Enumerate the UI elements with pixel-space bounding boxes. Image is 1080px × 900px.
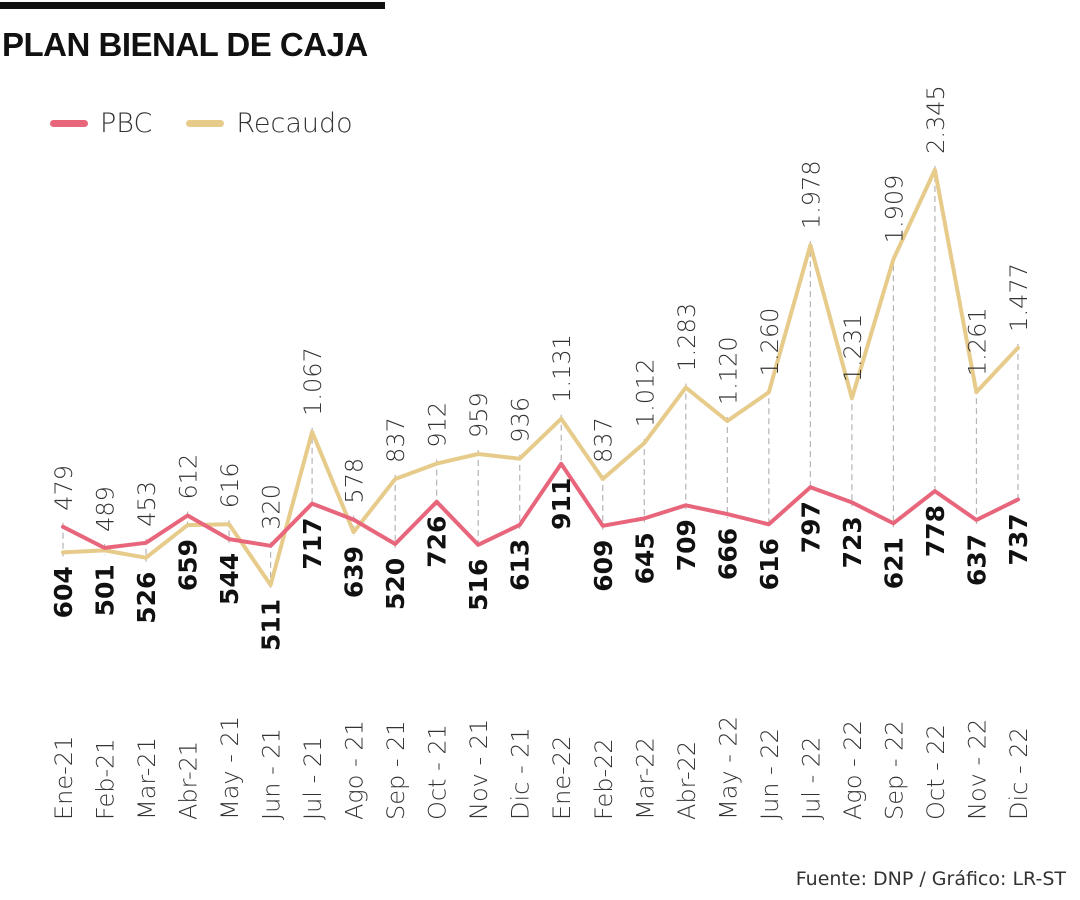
data-label-pbc: 604	[49, 566, 78, 618]
data-label-recaudo: 936	[507, 397, 535, 443]
x-tick-label: Jul - 22	[797, 737, 825, 820]
chart-title: PLAN BIENAL DE CAJA	[2, 26, 368, 63]
x-tick-label: Ene-22	[548, 736, 576, 820]
data-label-pbc: 516	[464, 559, 493, 611]
data-label-recaudo: 1.231	[839, 314, 867, 383]
data-label-recaudo: 1.260	[756, 308, 784, 377]
data-label-recaudo: 1.120	[714, 336, 742, 405]
x-tick-label: Sep - 21	[382, 720, 410, 820]
data-label-recaudo: 2.345	[922, 85, 950, 154]
legend-swatch-pbc	[50, 120, 88, 127]
data-label-pbc: 616	[755, 538, 784, 590]
data-label-recaudo: 1.261	[963, 307, 991, 376]
x-tick-label: Jun - 22	[756, 728, 784, 820]
data-label-recaudo: 912	[424, 402, 452, 448]
series-line-pbc	[61, 461, 1020, 550]
data-label-recaudo: 616	[216, 463, 244, 509]
x-tick-label: May - 22	[714, 716, 742, 820]
data-label-recaudo: 837	[590, 417, 618, 463]
series-line-recaudo	[61, 167, 1020, 587]
data-label-recaudo: 1.978	[797, 160, 825, 229]
x-tick-label: Nov - 21	[465, 719, 493, 820]
x-tick-label: Mar-22	[631, 737, 659, 820]
x-tick-label: Sep - 22	[880, 720, 908, 820]
data-label-recaudo: 453	[133, 481, 161, 527]
data-label-recaudo: 1.131	[548, 334, 576, 403]
data-label-pbc: 723	[838, 516, 867, 568]
x-tick-label: Ago - 22	[839, 720, 867, 820]
data-label-recaudo: 1.012	[631, 358, 659, 427]
data-label-pbc: 778	[921, 505, 950, 557]
source-note: Fuente: DNP / Gráfico: LR-ST	[795, 868, 1066, 890]
data-label-recaudo: 612	[175, 454, 203, 500]
data-label-pbc: 659	[174, 539, 203, 591]
data-label-pbc: 501	[91, 564, 120, 616]
data-label-pbc: 526	[132, 572, 161, 624]
data-label-recaudo: 320	[258, 484, 286, 530]
data-label-pbc: 911	[547, 478, 576, 530]
data-label-pbc: 520	[381, 558, 410, 610]
data-label-pbc: 511	[257, 599, 286, 651]
data-label-pbc: 737	[1004, 513, 1033, 565]
x-tick-label: Ago - 21	[341, 720, 369, 820]
legend-item-recaudo: Recaudo	[186, 108, 353, 139]
data-label-recaudo: 1.909	[880, 175, 908, 244]
x-tick-label: Abr-22	[673, 741, 701, 820]
data-label-pbc: 609	[589, 540, 618, 592]
x-tick-label: Ene-21	[50, 736, 78, 820]
data-label-recaudo: 1.283	[673, 303, 701, 372]
x-tick-label: Dic - 22	[1005, 727, 1033, 820]
data-label-pbc: 717	[298, 517, 327, 569]
data-label-pbc: 637	[962, 534, 991, 586]
data-label-pbc: 726	[423, 516, 452, 568]
x-tick-label: Mar-21	[133, 737, 161, 820]
data-label-pbc: 645	[630, 532, 659, 584]
legend-item-pbc: PBC	[50, 108, 152, 139]
x-tick-label: Nov - 22	[963, 719, 991, 820]
top-rule	[0, 2, 385, 9]
data-label-pbc: 621	[879, 537, 908, 589]
x-tick-label: Feb-22	[590, 738, 618, 820]
data-label-recaudo: 479	[50, 465, 78, 511]
data-label-recaudo: 837	[382, 417, 410, 463]
legend: PBC Recaudo	[50, 108, 387, 139]
x-tick-label: Jun - 21	[258, 728, 286, 820]
data-label-pbc: 613	[506, 539, 535, 591]
data-label-recaudo: 1.067	[299, 347, 327, 416]
legend-swatch-recaudo	[186, 120, 225, 127]
data-label-pbc: 639	[340, 546, 369, 598]
x-tick-label: Jul - 21	[299, 737, 327, 820]
data-label-recaudo: 489	[92, 486, 120, 532]
data-label-pbc: 544	[215, 553, 244, 605]
data-label-recaudo: 1.477	[1005, 263, 1033, 332]
data-label-pbc: 797	[796, 501, 825, 553]
legend-label-recaudo: Recaudo	[236, 108, 353, 139]
data-label-recaudo: 959	[465, 392, 493, 438]
data-label-pbc: 709	[672, 519, 701, 571]
x-tick-label: May - 21	[216, 716, 244, 820]
data-label-pbc: 666	[713, 528, 742, 580]
x-tick-label: Feb-21	[92, 738, 120, 820]
x-tick-label: Oct - 22	[922, 724, 950, 820]
x-tick-label: Abr-21	[175, 741, 203, 820]
x-tick-label: Dic - 21	[507, 727, 535, 820]
data-label-recaudo: 578	[341, 458, 369, 504]
legend-label-pbc: PBC	[100, 108, 153, 139]
x-tick-label: Oct - 21	[424, 724, 452, 820]
